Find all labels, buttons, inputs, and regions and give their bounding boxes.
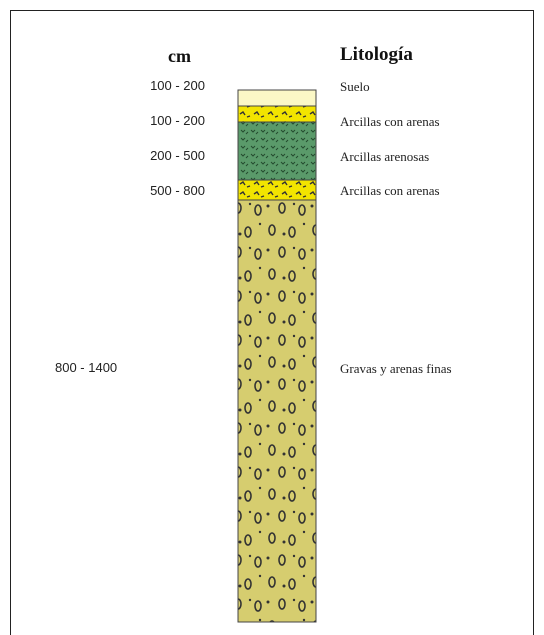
depth-label: 200 - 500 — [105, 148, 205, 163]
lithology-label: Arcillas con arenas — [340, 114, 480, 129]
diagram: cm Litología 100 - 200 100 - 200 200 - 5… — [0, 0, 544, 635]
lithology-label: Arcillas arenosas — [340, 149, 480, 164]
lithology-header: Litología — [340, 44, 413, 66]
lithology-label: Arcillas con arenas — [340, 183, 480, 198]
layer-sandy-clay — [238, 122, 316, 180]
layer-clay-sand — [238, 106, 316, 122]
lithology-label: Gravas y arenas finas — [340, 361, 465, 376]
layer-soil — [238, 90, 316, 106]
layer-gravel — [238, 200, 316, 622]
depth-label: 100 - 200 — [105, 78, 205, 93]
depth-header: cm — [168, 46, 191, 67]
column — [0, 0, 544, 635]
lithology-label: Suelo — [340, 79, 480, 94]
depth-label: 100 - 200 — [105, 113, 205, 128]
layer-clay-sand — [238, 180, 316, 200]
depth-label: 500 - 800 — [105, 183, 205, 198]
depth-label: 800 - 1400 — [55, 360, 117, 375]
